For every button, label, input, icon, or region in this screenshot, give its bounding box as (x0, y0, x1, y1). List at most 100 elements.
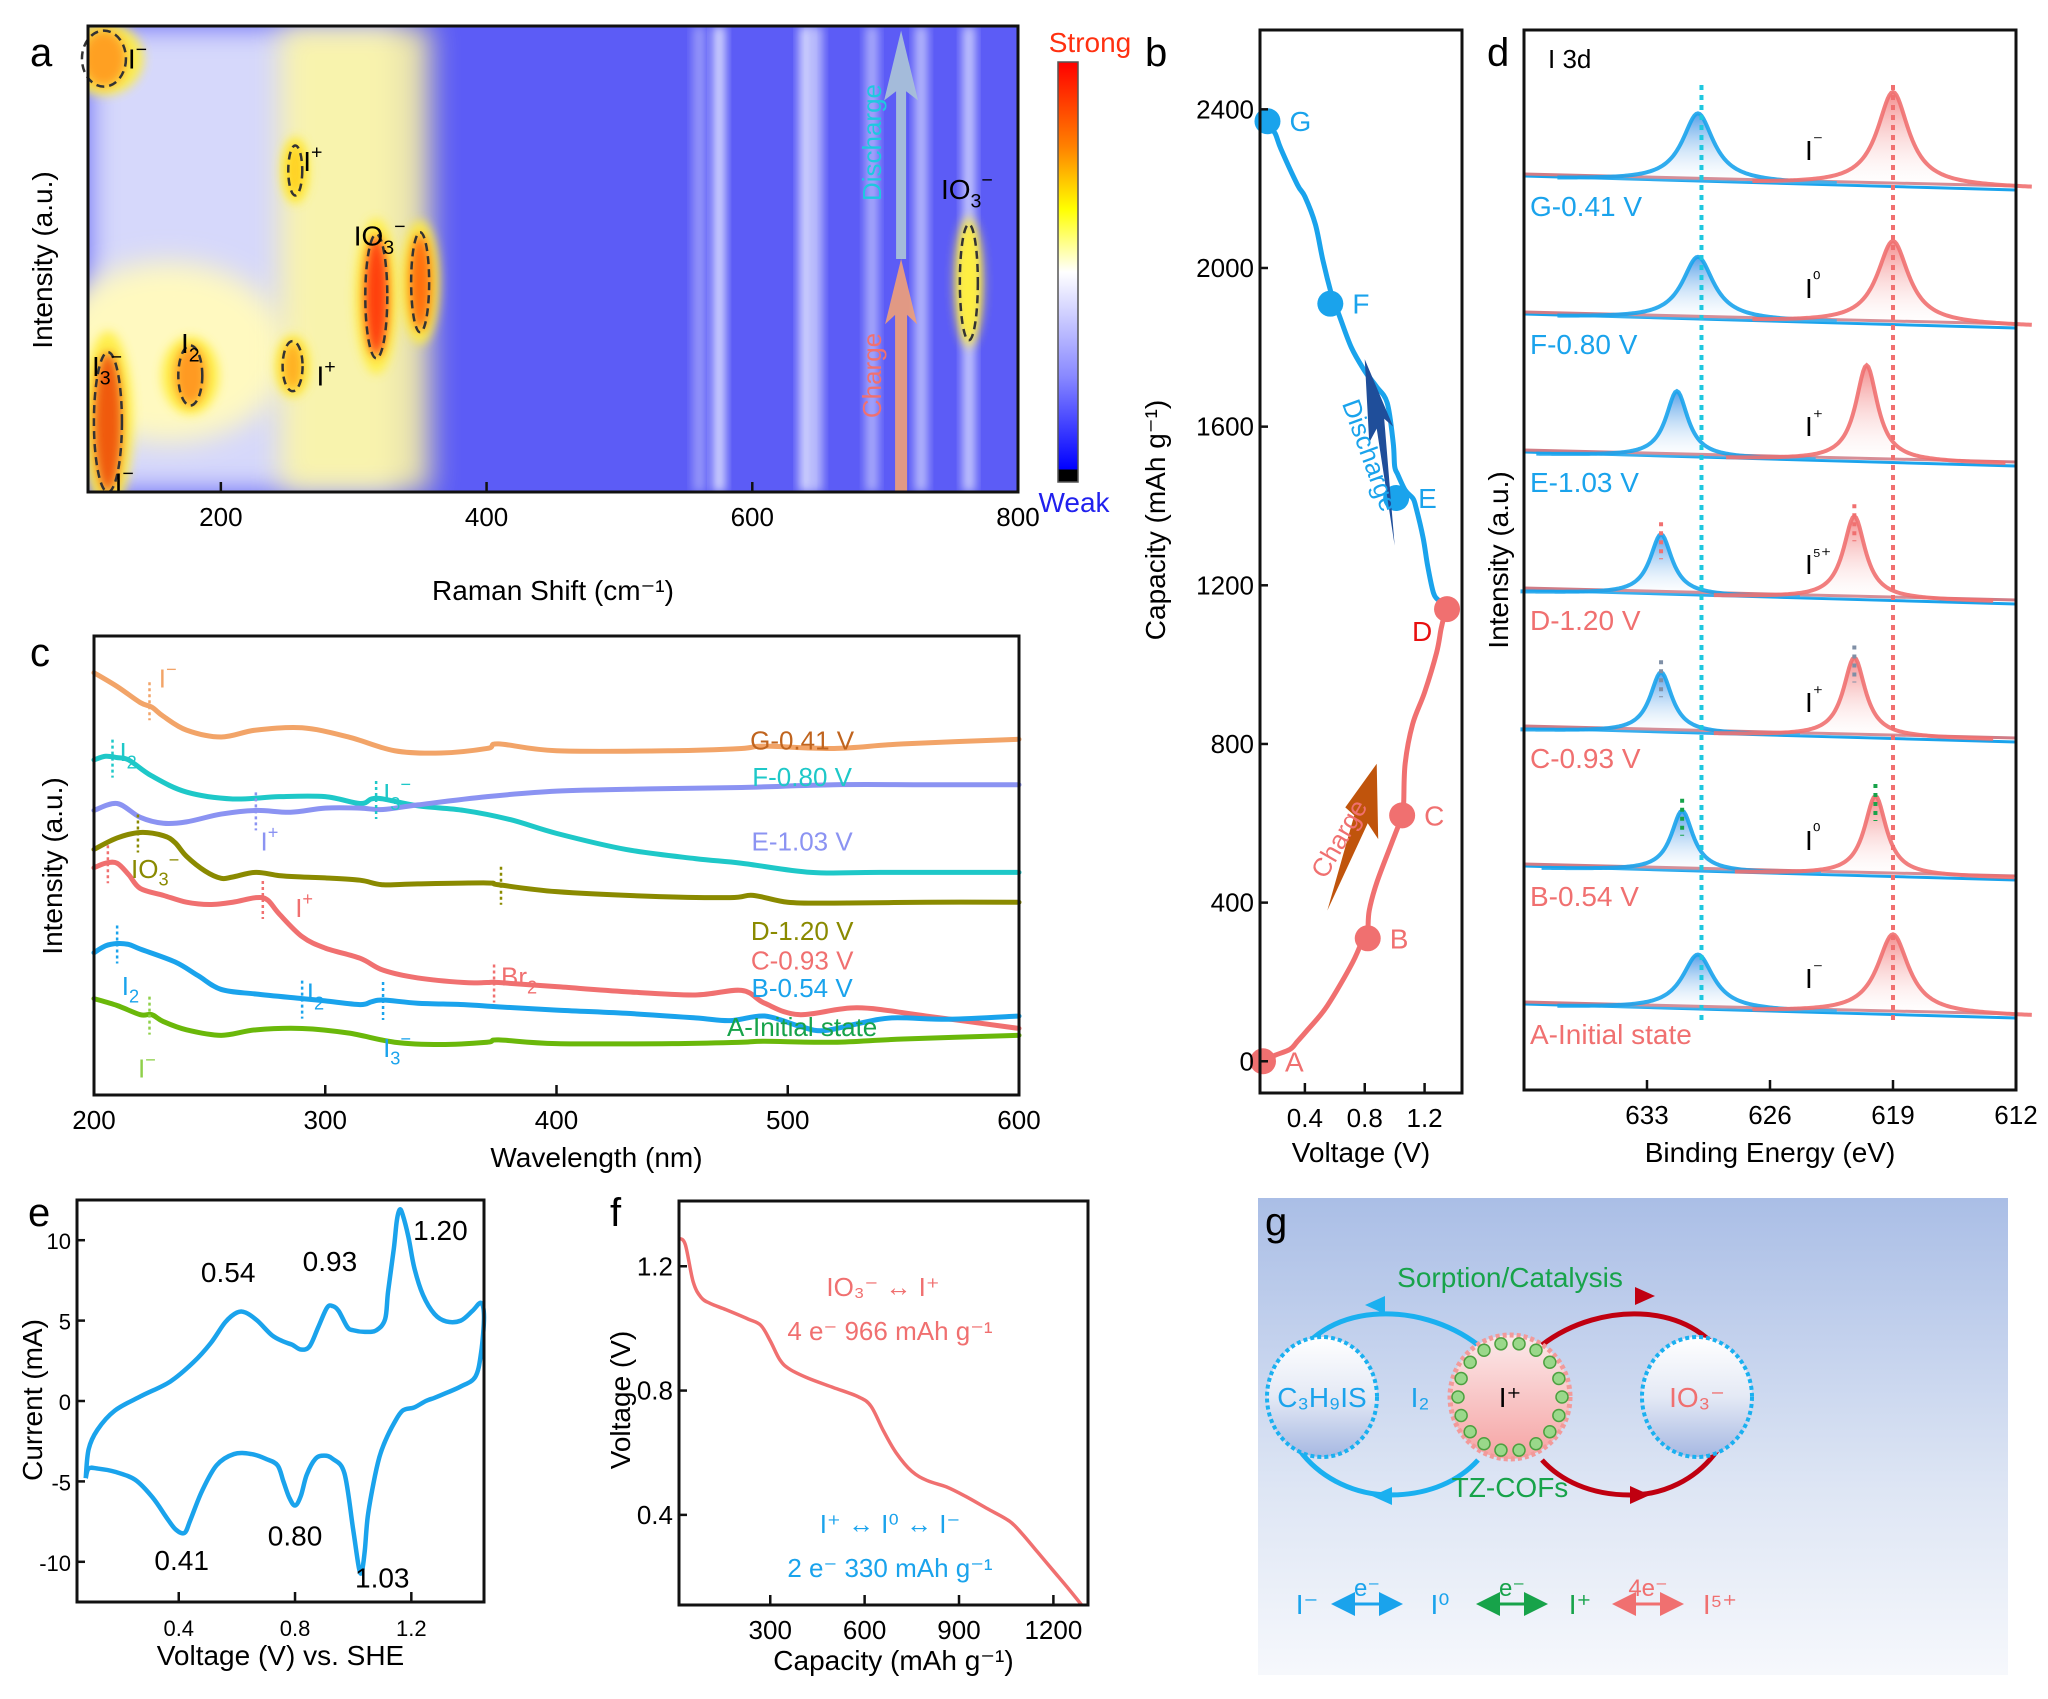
state-point-label: E (1418, 483, 1437, 514)
spectrum-label: A-Initial state (1530, 1019, 1692, 1050)
cof-ring-bead (1552, 1371, 1566, 1386)
panel-label: a (30, 31, 53, 75)
reaction-label: I⁺ ↔ I⁰ ↔ I⁻ (820, 1509, 960, 1539)
x-tick-label: 800 (996, 502, 1039, 532)
discharge-curve (677, 1236, 1084, 1607)
x-tick-label: 200 (199, 502, 242, 532)
peak-label: I+ (303, 142, 322, 178)
x-axis-label: Capacity (mAh g⁻¹) (773, 1645, 1013, 1676)
y-tick-label: 0.8 (637, 1376, 673, 1406)
peak-label: 0.41 (154, 1545, 209, 1576)
peak-ellipse (364, 233, 389, 360)
spectrum-title: I 3d (1548, 44, 1591, 74)
peak-label: IO3− (131, 850, 179, 890)
discharge-arrow (1364, 359, 1395, 546)
cof-ring-bead (1512, 1337, 1526, 1351)
x-tick-label: 0.4 (163, 1616, 194, 1641)
capacity-label: 4 e⁻ 966 mAh g⁻¹ (787, 1316, 993, 1346)
panel-label: g (1265, 1200, 1287, 1244)
y-tick-label: 1600 (1196, 412, 1254, 442)
cof-ring-bead (1494, 1337, 1508, 1351)
y-tick-label: -5 (51, 1470, 71, 1495)
peak-fill (1520, 672, 1800, 736)
spectrum-line (91, 782, 1022, 827)
state-point (1434, 596, 1461, 623)
x-tick-label: 619 (1871, 1100, 1914, 1130)
peak-label: 1.20 (413, 1215, 468, 1246)
spectrum-label: B-0.54 V (1530, 881, 1639, 912)
cof-ring-bead (1463, 1424, 1477, 1439)
x-tick-label: 1200 (1024, 1615, 1082, 1645)
y-axis-label: Intensity (a.u.) (27, 171, 58, 348)
cof-ring-bead (1454, 1371, 1468, 1386)
cof-ring-bead (1454, 1408, 1468, 1423)
peak-fill (1557, 954, 1837, 1013)
state-point-label: B (1390, 923, 1409, 954)
y-axis-label: Intensity (a.u.) (1483, 471, 1514, 648)
cof-ring-bead (1543, 1355, 1557, 1370)
oxidation-state: I⁺ (1569, 1589, 1592, 1620)
heatmap-stripe (915, 26, 928, 492)
spectrum-line (91, 670, 1022, 756)
charge-arrow (1327, 763, 1379, 911)
peak-fill (1752, 241, 2032, 327)
colorbar (1057, 61, 1079, 483)
plot-frame (1522, 28, 2018, 1092)
electron-count: e⁻ (1499, 1575, 1525, 1602)
cof-ring-bead (1477, 1343, 1491, 1357)
heatmap-peak (960, 232, 977, 333)
x-tick-label: 0.8 (280, 1616, 311, 1641)
spectrum-label: C-0.93 V (751, 946, 854, 976)
heatmap-peak (93, 352, 122, 492)
colorbar-strong-label: Strong (1049, 27, 1132, 58)
electron-count: e⁻ (1354, 1575, 1380, 1602)
heatmap-peak (409, 234, 432, 331)
y-tick-label: 5 (59, 1310, 71, 1335)
plot-frame (92, 634, 1021, 1097)
cof-ring-bead (1512, 1443, 1526, 1457)
peak-label: 0.54 (201, 1257, 256, 1288)
cof-ring-bead (1555, 1390, 1569, 1404)
state-point (1354, 925, 1381, 952)
spectrum-label: B-0.54 V (752, 973, 854, 1003)
heatmap-stripe (865, 26, 878, 492)
peak-ellipse (92, 350, 124, 494)
peak-ellipse (958, 223, 980, 342)
x-tick-label: 626 (1748, 1100, 1791, 1130)
peak-fill (1734, 795, 2015, 878)
heatmap-frame (86, 24, 1020, 494)
cof-ring-bead (1529, 1343, 1543, 1357)
peak-label: I+ (317, 356, 336, 392)
x-tick-label: 900 (937, 1615, 980, 1645)
cv-curve (83, 1207, 487, 1576)
peak-ellipse (177, 344, 204, 407)
heatmap-peak (282, 342, 303, 391)
spectrum-label: E-1.03 V (1530, 467, 1639, 498)
spectrum-label: D-1.20 V (1530, 605, 1641, 636)
peak-fill (1752, 92, 2032, 189)
cof-ring-bead (1451, 1390, 1465, 1404)
heatmap-peak (364, 236, 389, 357)
panel-f: IO₃⁻ ↔ I⁺ 4 e⁻ 966 mAh g⁻¹ I⁺ ↔ I⁰ ↔ I⁻ 2 e… (605, 1236, 1084, 1676)
state-point-label: F (1352, 289, 1369, 320)
y-tick-label: 1200 (1196, 570, 1254, 600)
y-tick-label: 800 (1211, 729, 1254, 759)
y-axis-label: Capacity (mAh g⁻¹) (1140, 400, 1171, 640)
colorbar-weak-label: Weak (1038, 487, 1110, 518)
peak-line (1726, 362, 2006, 465)
peak-label: 1.03 (355, 1563, 410, 1594)
spectrum-line (91, 996, 1022, 1048)
x-axis-label: Raman Shift (cm⁻¹) (432, 575, 674, 606)
y-tick-label: 1.2 (637, 1251, 673, 1281)
y-axis-label: Voltage (V) (605, 1331, 636, 1470)
heatmap-peak (174, 345, 207, 406)
x-axis-label: Binding Energy (eV) (1645, 1137, 1896, 1168)
panel-label: b (1145, 31, 1167, 75)
peak-label: I− (128, 39, 147, 75)
iodine-cation-label: I⁺ (1499, 1382, 1522, 1413)
x-tick-label: 1.2 (1407, 1103, 1443, 1133)
x-tick-label: 1.2 (396, 1616, 427, 1641)
peak-fill (1541, 810, 1821, 875)
cof-ring-bead (1494, 1443, 1508, 1457)
x-tick-label: 0.8 (1347, 1103, 1383, 1133)
